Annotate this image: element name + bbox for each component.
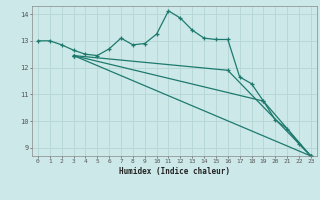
X-axis label: Humidex (Indice chaleur): Humidex (Indice chaleur) (119, 167, 230, 176)
